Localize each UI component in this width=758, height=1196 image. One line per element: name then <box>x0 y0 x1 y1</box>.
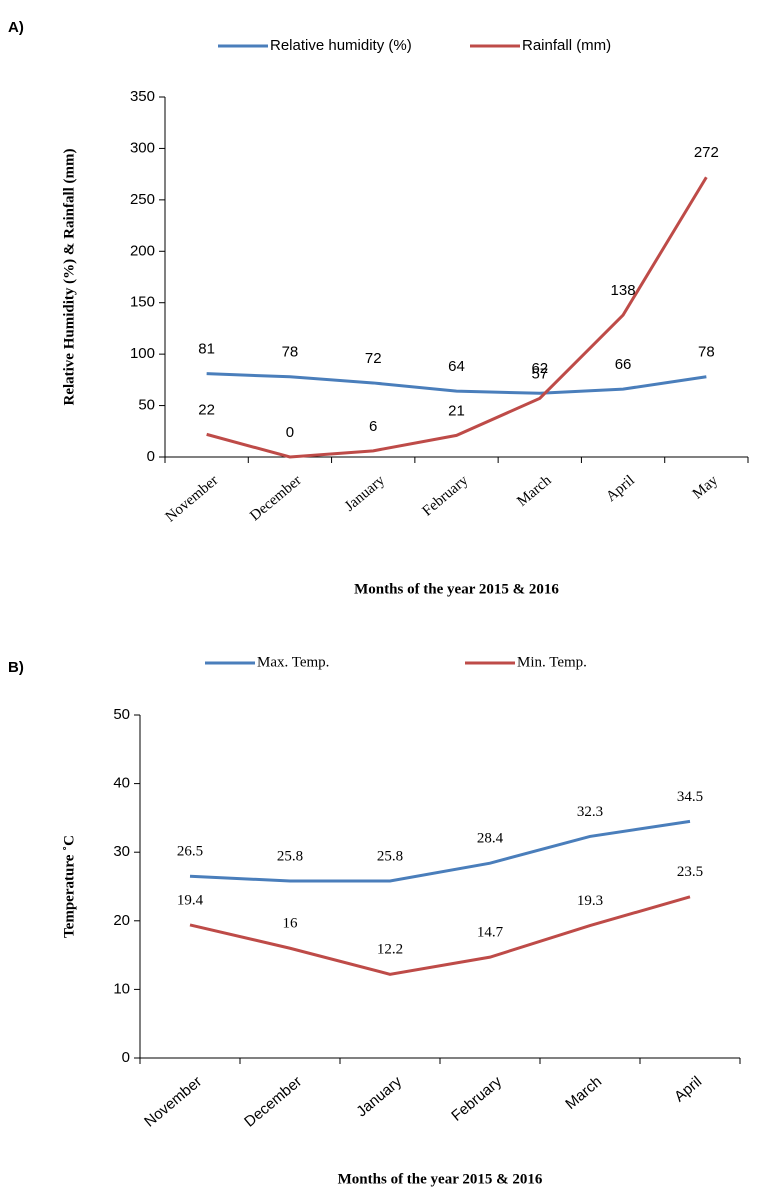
data-label: 81 <box>198 341 215 358</box>
data-label: 12.2 <box>377 942 403 958</box>
series-line <box>206 372 707 395</box>
y-tick-label: 20 <box>113 912 130 929</box>
legend-label: Relative humidity (%) <box>270 37 412 54</box>
data-label: 57 <box>531 365 548 382</box>
data-label: 62 <box>531 360 548 377</box>
data-label: 22 <box>198 401 215 418</box>
x-tick-label: December <box>241 1073 305 1131</box>
series-line <box>189 819 691 883</box>
x-tick-label: February <box>420 472 472 519</box>
y-axis-title: Temperature ˚C <box>61 835 77 938</box>
x-tick-label: February <box>448 1073 505 1125</box>
data-label: 19.4 <box>177 892 204 908</box>
x-tick-label: November <box>163 472 222 525</box>
series-line <box>206 176 708 459</box>
data-label: 138 <box>611 282 636 299</box>
data-label: 19.3 <box>577 893 603 909</box>
x-tick-label: March <box>562 1073 605 1113</box>
data-label: 72 <box>365 350 382 367</box>
legend-label: Rainfall (mm) <box>522 37 611 54</box>
legend-label: Max. Temp. <box>257 654 329 670</box>
x-tick-label: May <box>690 472 722 502</box>
y-tick-label: 100 <box>130 345 155 362</box>
data-label: 272 <box>694 144 719 161</box>
data-label: 32.3 <box>577 804 603 820</box>
panel-label: A) <box>8 19 24 36</box>
data-label: 78 <box>282 344 299 361</box>
data-label: 6 <box>369 418 377 435</box>
data-label: 28.4 <box>477 831 504 847</box>
data-label: 16 <box>283 916 299 932</box>
x-tick-label: April <box>603 472 638 505</box>
x-axis-title: Months of the year 2015 & 2016 <box>338 1171 543 1187</box>
x-axis-title: Months of the year 2015 & 2016 <box>354 581 559 597</box>
data-label: 26.5 <box>177 844 203 860</box>
y-tick-label: 40 <box>113 775 130 792</box>
data-label: 14.7 <box>477 925 504 941</box>
data-label: 25.8 <box>377 848 403 864</box>
y-tick-label: 10 <box>113 980 130 997</box>
legend-label: Min. Temp. <box>517 654 587 670</box>
x-tick-label: January <box>353 1073 405 1121</box>
y-tick-label: 150 <box>130 294 155 311</box>
y-tick-label: 30 <box>113 843 130 860</box>
x-tick-label: November <box>141 1073 205 1131</box>
y-tick-label: 50 <box>113 706 130 723</box>
x-tick-label: January <box>342 472 388 515</box>
x-tick-label: March <box>514 472 555 510</box>
y-tick-label: 300 <box>130 139 155 156</box>
data-label: 64 <box>448 358 465 375</box>
x-tick-label: December <box>247 472 305 524</box>
data-label: 21 <box>448 402 465 419</box>
data-label: 25.8 <box>277 848 303 864</box>
data-label: 34.5 <box>677 789 703 805</box>
data-label: 23.5 <box>677 864 703 880</box>
y-tick-label: 200 <box>130 242 155 259</box>
x-tick-label: April <box>671 1073 705 1105</box>
series-line <box>189 895 691 976</box>
y-tick-label: 350 <box>130 88 155 105</box>
panel-label: B) <box>8 659 24 676</box>
y-axis-title: Relative Humidity (%) & Rainfall (mm) <box>61 148 77 405</box>
data-label: 78 <box>698 344 715 361</box>
y-tick-label: 0 <box>122 1049 130 1066</box>
y-tick-label: 250 <box>130 191 155 208</box>
y-tick-label: 0 <box>147 448 155 465</box>
data-label: 0 <box>286 424 294 441</box>
y-tick-label: 50 <box>138 397 155 414</box>
data-label: 66 <box>615 356 632 373</box>
